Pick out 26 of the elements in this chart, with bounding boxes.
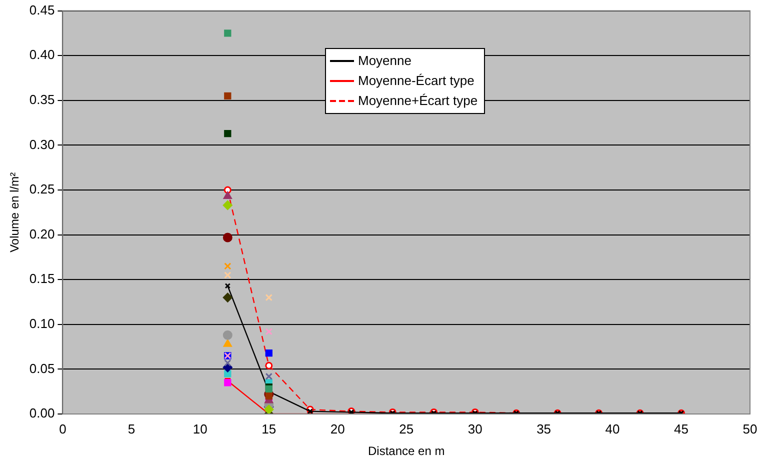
x-tick-label: 0 xyxy=(59,421,66,436)
x-tick-label: 30 xyxy=(468,421,482,436)
legend-label: Moyenne-Écart type xyxy=(358,72,474,90)
y-tick-label: 0.10 xyxy=(29,316,55,331)
y-tick-label: 0.45 xyxy=(29,2,55,18)
y-axis-title: Volume en l/m² xyxy=(8,172,22,252)
y-tick-label: 0.40 xyxy=(29,47,55,62)
x-tick-label: 10 xyxy=(192,421,208,436)
x-tick-label: 50 xyxy=(742,421,758,436)
y-tick-label: 0.05 xyxy=(29,360,55,376)
y-tick-label: 0.35 xyxy=(29,92,55,107)
y-tick-label: 0.00 xyxy=(29,406,55,421)
x-tick-label: 45 xyxy=(674,421,689,436)
x-tick-label: 5 xyxy=(128,421,136,436)
x-tick-label: 15 xyxy=(262,421,276,436)
x-axis-title: Distance en m xyxy=(368,444,445,458)
y-tick-label: 0.15 xyxy=(29,271,55,286)
x-tick-label: 20 xyxy=(330,421,345,436)
x-tick-label: 40 xyxy=(605,421,620,436)
y-tick-label: 0.25 xyxy=(29,182,55,197)
legend-label: Moyenne+Écart type xyxy=(358,92,478,110)
x-tick-label: 35 xyxy=(536,421,552,436)
y-tick-label: 0.30 xyxy=(29,136,55,152)
y-tick-label: 0.20 xyxy=(29,226,55,242)
legend-label: Moyenne xyxy=(358,52,412,70)
x-tick-label: 25 xyxy=(399,421,414,436)
